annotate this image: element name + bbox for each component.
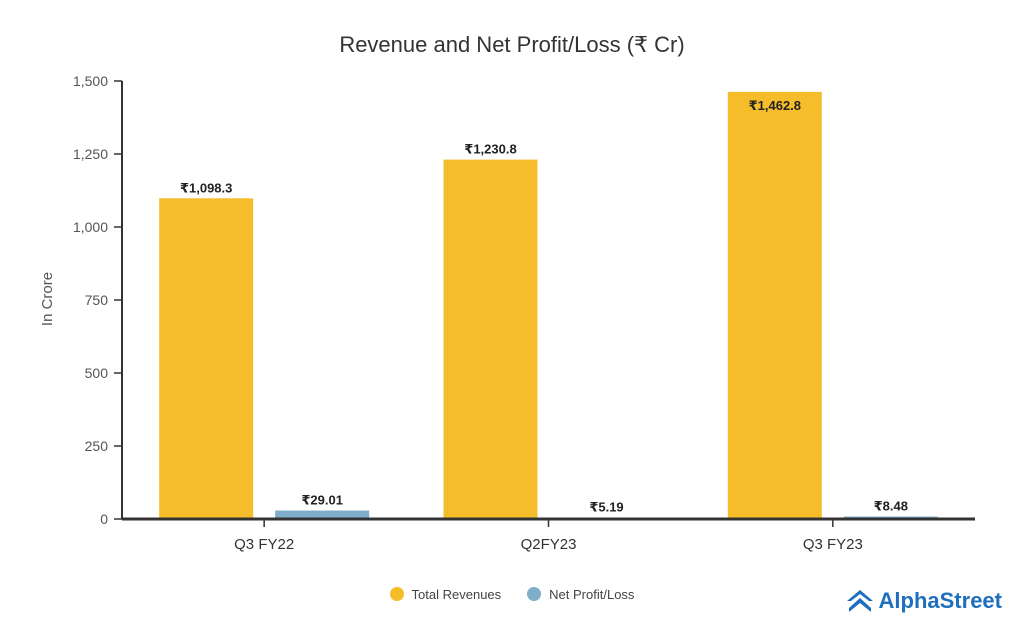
y-tick-label: 1,500: [73, 73, 108, 89]
x-tick-label: Q3 FY23: [803, 536, 863, 553]
y-tick-label: 0: [100, 511, 108, 527]
data-label: ₹1,098.3: [180, 180, 232, 195]
legend-swatch-total-revenues: [389, 587, 404, 601]
legend: Total Revenues Net Profit/Loss: [0, 584, 1024, 604]
y-tick-label: 250: [85, 438, 109, 454]
legend-item-net-profit-loss[interactable]: Net Profit/Loss: [527, 584, 634, 604]
x-tick-label: Q3 FY22: [234, 536, 294, 553]
x-axis: Q3 FY22 Q2FY23 Q3 FY23: [122, 517, 975, 553]
y-tick-label: 500: [85, 365, 109, 381]
bar-net-profit-loss[interactable]: [275, 510, 370, 519]
bar-total-revenues[interactable]: [727, 91, 822, 519]
x-tick-label: Q2FY23: [521, 536, 577, 553]
y-tick-label: 1,250: [73, 146, 108, 162]
bar-total-revenues[interactable]: [443, 159, 538, 520]
y-tick-label: 1,000: [73, 219, 108, 235]
alphastreet-logo-icon: [846, 590, 873, 612]
y-axis: 0 250 500 750 1,000 1,250 1,500: [73, 73, 123, 527]
data-label: ₹1,230.8: [464, 142, 516, 157]
alphastreet-logo-text: AlphaStreet: [878, 588, 1002, 613]
bar-chart: Revenue and Net Profit/Loss (₹ Cr) In Cr…: [39, 32, 975, 553]
chart-title: Revenue and Net Profit/Loss (₹ Cr): [339, 32, 684, 57]
legend-swatch-net-profit-loss: [527, 587, 542, 601]
data-label: ₹8.48: [874, 499, 908, 514]
alphastreet-logo: AlphaStreet: [846, 588, 1002, 614]
legend-label-total-revenues: Total Revenues: [411, 586, 502, 602]
y-tick-label: 750: [85, 292, 109, 308]
bars-group: ₹1,098.3 ₹29.01 ₹1,230.8 ₹5.19 ₹1,462.8 ₹8.48: [159, 91, 938, 520]
legend-label-net-profit-loss: Net Profit/Loss: [549, 586, 635, 602]
bar-total-revenues[interactable]: [159, 198, 254, 520]
y-axis-title: In Crore: [39, 272, 56, 326]
data-label: ₹5.19: [589, 499, 623, 514]
legend-item-total-revenues[interactable]: Total Revenues: [389, 584, 502, 604]
data-label: ₹1,462.8: [749, 98, 801, 113]
data-label: ₹29.01: [301, 493, 343, 508]
